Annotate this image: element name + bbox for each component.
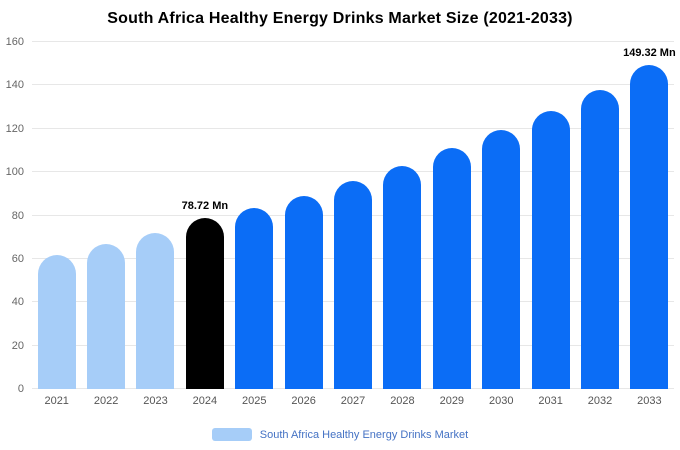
x-tick-label: 2026 [291,395,316,407]
bar-column [32,42,81,389]
legend-swatch [211,428,252,441]
plot-area: 78.72 Mn 149.32 Mn [32,41,676,389]
x-tick-label: 2032 [587,395,613,407]
bar-column [230,42,279,389]
x-tick-label: 2024 [192,395,218,407]
x-axis: 2021 2022 2023 2024 2025 2026 2027 2028 2029 2030… [32,395,674,407]
gridline [32,127,674,129]
bar-2026 [284,195,323,389]
y-tick-label: 80 [11,209,24,222]
bar-2030 [482,129,521,389]
x-tick-label: 2025 [242,395,267,407]
bar-column [131,42,180,389]
bar-column [526,42,575,389]
bar-2021 [37,254,76,389]
x-tick-label: 2027 [340,395,366,407]
x-tick-label: 2028 [390,395,415,407]
chart-title: South Africa Healthy Energy Drinks Marke… [107,10,573,27]
bar-column [378,42,427,389]
gridline [32,171,674,173]
bar-column [427,42,476,389]
bar-2027 [334,180,373,389]
bar-column [477,42,526,389]
bar-2023 [136,232,175,389]
bar-2031 [531,111,570,389]
x-tick-label: 2023 [143,395,168,407]
bar-value-label: 149.32 Mn [623,47,676,60]
bar-column: 149.32 Mn [623,42,676,389]
bar-column [328,42,377,389]
y-tick-label: 160 [5,36,24,48]
bars: 78.72 Mn 149.32 Mn [32,42,676,389]
x-tick-label: 2022 [93,395,119,407]
y-axis: 0 20 40 60 80 100 120 140 160 [0,36,26,395]
bar-column [81,42,130,389]
y-tick-label: 60 [11,252,24,265]
bar-2029 [432,148,471,389]
bar-2033 [630,65,669,389]
bar-2025 [235,207,274,389]
x-tick-label: 2029 [439,395,465,407]
bar-2032 [580,89,619,389]
bar-column [575,42,624,389]
legend: South Africa Healthy Energy Drinks Marke… [0,428,680,441]
y-tick-label: 140 [5,79,24,92]
y-tick-label: 20 [11,339,24,352]
x-tick-label: 2021 [44,395,69,407]
y-tick-label: 0 [17,383,24,395]
bar-2028 [383,165,422,389]
gridline [32,84,674,86]
bar-column: 78.72 Mn [180,42,229,389]
x-tick-label: 2031 [538,395,563,407]
y-tick-label: 120 [5,122,24,135]
legend-label: South Africa Healthy Energy Drinks Marke… [259,428,469,441]
bar-2022 [87,243,126,389]
y-tick-label: 40 [11,296,24,309]
x-tick-label: 2033 [637,395,662,407]
y-tick-label: 100 [5,166,24,179]
bar-value-label: 78.72 Mn [181,200,229,213]
bar-2024 [185,218,224,389]
bar-column [279,42,328,389]
gridline [32,41,674,42]
x-tick-label: 2030 [488,395,514,407]
